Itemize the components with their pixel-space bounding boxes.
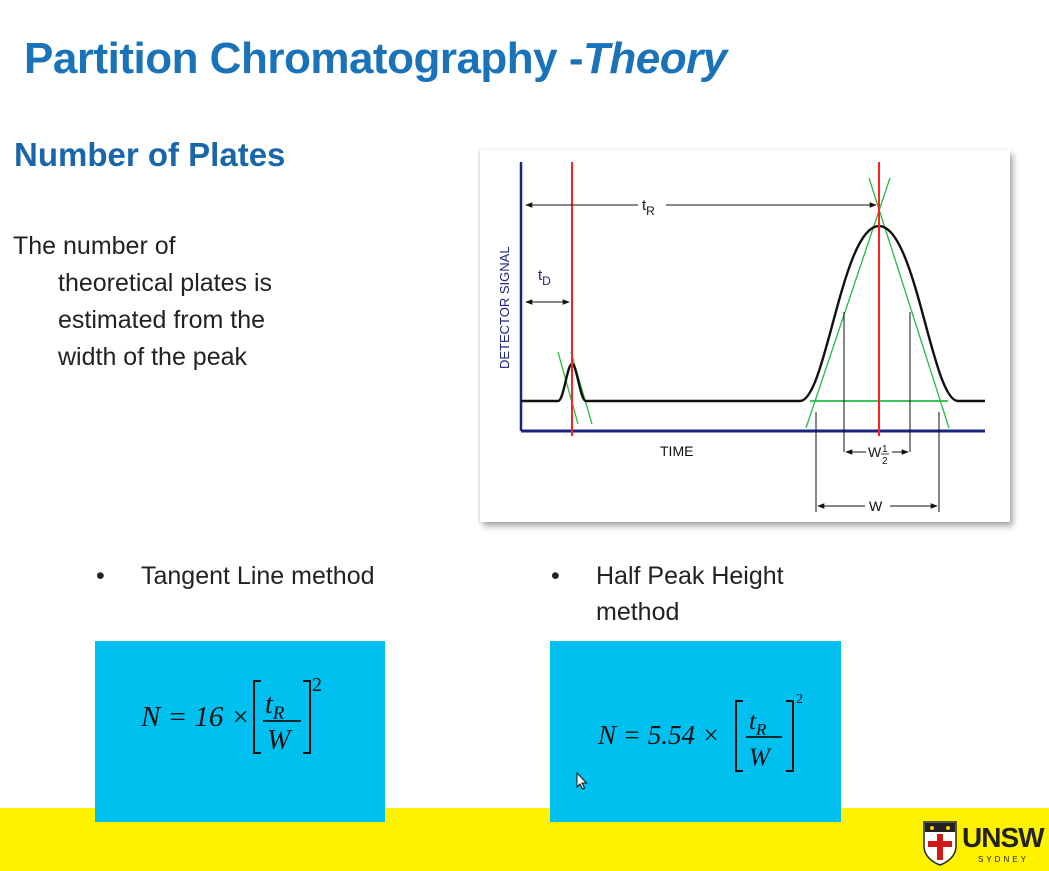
formula-tangent-svg: N = 16 × tR W 2: [140, 674, 322, 756]
formula-exponent: 2: [796, 692, 803, 707]
formula-exponent: 2: [312, 674, 322, 696]
body-line-4: width of the peak: [58, 343, 248, 371]
method-bullet-half-height: • Half Peak Height method: [551, 558, 871, 632]
formula-box-tangent: N = 16 × tR W 2: [95, 641, 385, 822]
half-width-fraction-den: 2: [882, 456, 888, 467]
body-line-1: The number of: [13, 232, 176, 260]
half-width-label: W: [868, 444, 882, 460]
slide-title: Partition Chromatography -Theory: [24, 34, 727, 84]
right-bracket: [303, 680, 311, 754]
tR-label: tR: [642, 197, 655, 218]
unsw-logo: UNSW SYDNEY: [922, 820, 1045, 866]
formula-denominator: W: [749, 744, 772, 771]
small-peak-tangent-left: [557, 351, 579, 425]
mouse-cursor-icon: [576, 772, 588, 790]
logo-city: SYDNEY: [978, 855, 1029, 864]
main-peak-tangent-left: [805, 177, 891, 429]
chromatogram-svg: tR tD W 1 2 W TIME DETECTOR SIGNAL: [497, 162, 985, 514]
method-label-half-height: Half Peak Height method: [596, 562, 784, 626]
formula-lhs: N = 5.54 ×: [597, 720, 720, 750]
method-bullet-tangent: • Tangent Line method: [96, 558, 416, 632]
body-line-3: estimated from the: [58, 306, 266, 334]
right-bracket: [786, 700, 794, 772]
method-label-tangent: Tangent Line method: [141, 562, 375, 590]
chromatogram-trace: [521, 224, 985, 403]
body-line-2: theoretical plates is: [58, 269, 273, 297]
body-paragraph: The number of theoretical plates is esti…: [13, 228, 333, 376]
slide-title-main: Partition Chromatography -: [24, 34, 584, 83]
logo-wordmark: UNSW: [962, 822, 1045, 853]
formula-denominator: W: [267, 725, 293, 756]
bullet-dot: •: [96, 562, 105, 590]
left-bracket: [735, 700, 743, 772]
formula-box-half-height: N = 5.54 × tR W 2: [550, 641, 841, 822]
formula-numerator: tR: [749, 708, 767, 739]
formula-half-height-svg: N = 5.54 × tR W 2: [597, 692, 803, 772]
tD-label: tD: [538, 267, 551, 288]
y-axis-label: DETECTOR SIGNAL: [497, 246, 512, 369]
half-width-fraction-num: 1: [882, 444, 888, 455]
crest-icon: [923, 821, 957, 866]
slide-title-italic: Theory: [583, 34, 727, 83]
formula-numerator: tR: [265, 689, 285, 724]
small-peak-tangent-right: [570, 351, 593, 425]
x-axis-label: TIME: [660, 443, 693, 459]
base-width-label: W: [869, 498, 883, 514]
bullet-dot: •: [551, 562, 560, 590]
formula-lhs: N = 16 ×: [140, 701, 250, 733]
section-heading: Number of Plates: [14, 136, 286, 173]
main-peak-tangent-right: [868, 177, 950, 429]
chromatogram-diagram: tR tD W 1 2 W TIME DETECTOR SIGNAL: [480, 150, 1010, 522]
left-bracket: [253, 680, 261, 754]
